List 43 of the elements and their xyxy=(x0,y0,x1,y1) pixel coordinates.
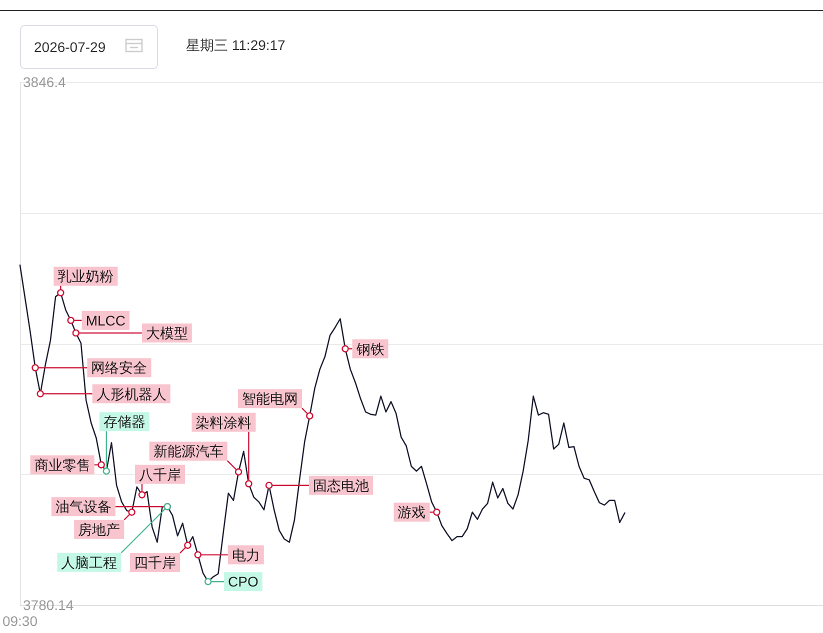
data-label: 油气设备 xyxy=(55,498,112,515)
data-label: MLCC xyxy=(86,312,126,328)
point xyxy=(194,551,202,558)
point xyxy=(234,468,242,476)
point xyxy=(67,316,74,324)
data-label: 商业零售 xyxy=(34,456,90,473)
point xyxy=(102,467,110,475)
data-label: 大模型 xyxy=(146,325,188,341)
point xyxy=(57,289,64,296)
data-label: 网络安全 xyxy=(91,360,148,376)
point xyxy=(204,578,212,586)
point xyxy=(72,329,80,337)
point xyxy=(184,542,192,549)
text: 2026-07-29 xyxy=(34,39,106,55)
point xyxy=(342,345,349,352)
point xyxy=(128,508,136,516)
data-label: 乳业奶粉 xyxy=(58,268,114,284)
data-label: 房地产 xyxy=(78,521,120,538)
data-label: 存储器 xyxy=(103,414,146,430)
data-label: 八千岸 xyxy=(138,466,181,482)
data-label: 钢铁 xyxy=(355,340,384,357)
point xyxy=(98,461,105,468)
text: 星期三 11:29:17 xyxy=(186,37,286,53)
point xyxy=(265,482,273,489)
data-label: 染料涂料 xyxy=(196,414,252,430)
point xyxy=(245,480,252,488)
data-label: CPO xyxy=(228,574,258,590)
data-label: 固态电池 xyxy=(313,477,370,494)
data-label: 人形机器人 xyxy=(96,386,166,402)
point xyxy=(32,364,39,372)
data-label: 游戏 xyxy=(398,504,426,520)
point xyxy=(138,491,146,498)
y-tick-label: 3846.4 xyxy=(23,74,66,90)
y-tick-label: 3780.14 xyxy=(23,597,74,613)
point xyxy=(433,508,440,516)
data-label: 智能电网 xyxy=(242,390,298,407)
x-tick-label: 09:30 xyxy=(2,613,38,629)
data-label: 人脑工程 xyxy=(61,554,118,570)
data-label: 新能源汽车 xyxy=(153,443,224,460)
point xyxy=(36,390,44,398)
data-label: 四千岸 xyxy=(134,554,176,571)
data-label: 电力 xyxy=(232,546,260,563)
point xyxy=(306,412,314,420)
